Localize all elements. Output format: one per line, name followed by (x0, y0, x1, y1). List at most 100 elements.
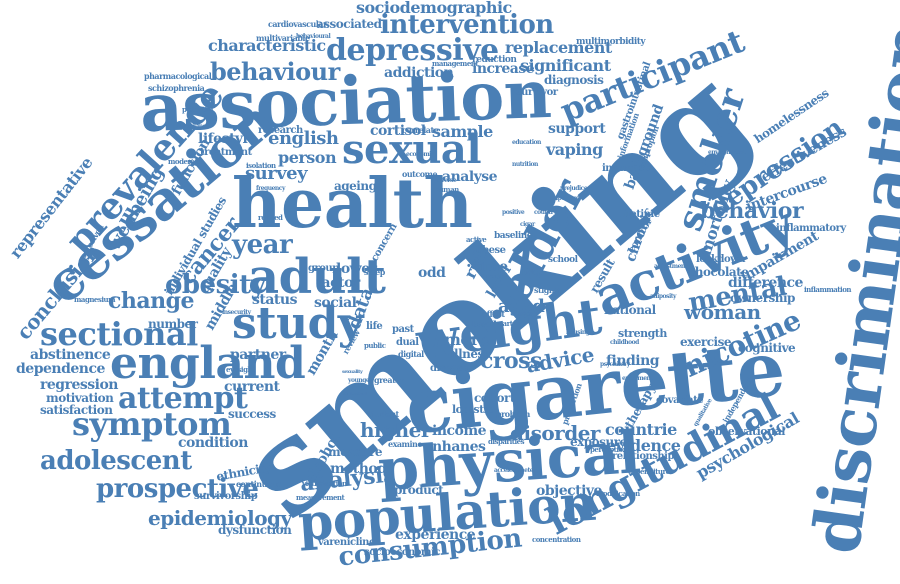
word-perception: perception (590, 445, 628, 454)
word-lifestyle: lifestyle (198, 131, 256, 147)
word-potential: potential (182, 105, 213, 114)
word-sleep: sleep (364, 267, 385, 277)
word-adverse: adverse (434, 177, 457, 184)
word-greater: greater (374, 375, 404, 385)
word-prejudice: prejudice (560, 185, 588, 192)
word-reduction: reduction (472, 55, 517, 65)
word-nutrition: nutrition (512, 161, 538, 168)
word-eyesight: eyesight (226, 365, 255, 374)
word-satisfaction: satisfaction (40, 403, 113, 417)
word-dysfunction: dysfunction (218, 523, 292, 537)
word-relationship: relationship (612, 451, 674, 462)
word-disparities: disparities (488, 437, 525, 446)
word-adult: adult (248, 249, 386, 305)
word-cardiovascular: cardiovascular (268, 19, 327, 29)
word-life: life (366, 321, 383, 332)
word-based: based (472, 319, 496, 329)
word-behavior: behavior (700, 198, 804, 224)
word-human: human (434, 185, 459, 194)
word-cigar: cigar (520, 221, 535, 228)
word-number: number (148, 317, 198, 331)
word-adolescent: adolescent (40, 446, 192, 476)
word-survivor: survivor (516, 87, 558, 98)
word-sexual: sexual (342, 126, 482, 173)
word-epidemiology: epidemiology (148, 506, 292, 530)
word-dual: dual (396, 337, 419, 348)
word-dependence: dependence (16, 361, 105, 377)
word-behaviour: behaviour (210, 57, 340, 86)
word-woman: woman (684, 300, 761, 324)
word-varenicline: varenicline (318, 537, 375, 548)
word-obese: obese (476, 245, 506, 256)
word-baseline: baseline (494, 231, 533, 241)
word-measure: measure (328, 445, 383, 459)
word-abstinence: abstinence (30, 347, 111, 363)
word-aged: aged (498, 296, 545, 317)
word-economic: economic (406, 151, 435, 158)
word-factor: factor (316, 275, 360, 291)
word-inflammation: inflammation (804, 285, 851, 294)
word-english: english (268, 128, 339, 149)
word-isolation: isolation (246, 161, 276, 170)
word-heart: heart (494, 319, 513, 328)
word-observational: observational (708, 425, 785, 438)
word-caregiving: caregiving (176, 123, 207, 130)
word-schizophrenia: schizophrenia (148, 83, 205, 93)
word-country: country (534, 209, 557, 216)
word-support: support (548, 121, 606, 137)
word-examine: examine (388, 439, 422, 449)
word-public: public (364, 341, 386, 350)
word-problem: problem (496, 409, 530, 419)
word-accelerometer: accelerometer (494, 467, 536, 474)
word-pharmacological: pharmacological (144, 71, 212, 81)
word-concentration: concentration (532, 535, 581, 544)
word-national: national (604, 303, 656, 317)
word-outcome: outcome (402, 169, 438, 179)
word-group: group (308, 263, 339, 274)
word-time: time (474, 259, 508, 275)
word-lower: lower (336, 261, 377, 277)
word-partner: partner (230, 347, 286, 363)
word-management: management (432, 59, 479, 68)
word-associated: associated (316, 17, 382, 31)
word-lockdown: lockdown (696, 254, 746, 265)
word-disease: disease (430, 363, 468, 374)
word-social: social (314, 295, 357, 311)
word-status: status (252, 292, 297, 308)
word-more: more (444, 330, 489, 349)
word-success: success (228, 407, 276, 421)
word-intervention: intervention (380, 10, 554, 40)
word-sample: sample (432, 122, 493, 141)
word-influence: influence (602, 163, 651, 174)
word-research: research (258, 125, 303, 136)
word-cohort: cohort (474, 391, 515, 405)
word-regression: regression (40, 377, 118, 393)
word-condition: condition (178, 435, 248, 451)
word-student: student (368, 409, 399, 419)
word-obesity: obesity (165, 270, 266, 300)
word-socioeconomic: socioeconomic (364, 547, 440, 558)
word-continuous: continuous (236, 479, 282, 489)
word-year: year (232, 230, 293, 260)
word-covariate: covariate (656, 395, 704, 406)
word-important: important (550, 195, 580, 202)
word-odd: odd (418, 265, 446, 281)
word-health: health (232, 164, 473, 244)
word-logistic: logistic (452, 403, 494, 416)
word-index: index (520, 267, 542, 277)
word-school: school (548, 255, 578, 265)
word-person: person (278, 148, 337, 167)
word-vaping: vaping (546, 140, 603, 159)
word-behavioural: behavioural (296, 33, 331, 40)
word-magnesium: magnesium (74, 295, 115, 304)
word-childhood: childhood (610, 339, 639, 346)
word-higher: higher (360, 418, 431, 442)
word-symptom: symptom (72, 405, 232, 443)
word-sociodemographic: sociodemographic (356, 0, 512, 17)
word-sexuality: sexuality (342, 369, 363, 375)
word-ageing: ageing (334, 179, 377, 193)
word-change: change (108, 288, 195, 314)
word-multivariable: multivariable (256, 33, 310, 43)
word-survivorship: survivorship (194, 491, 258, 502)
